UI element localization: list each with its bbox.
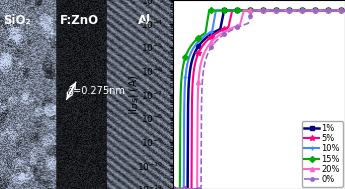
5% bbox=[170, 188, 175, 189]
10% bbox=[227, 9, 231, 12]
1% bbox=[279, 9, 284, 12]
15% bbox=[207, 9, 211, 12]
1% bbox=[227, 9, 231, 12]
5% bbox=[227, 25, 231, 27]
5% bbox=[191, 74, 195, 77]
Text: Al: Al bbox=[138, 14, 151, 27]
15% bbox=[279, 9, 284, 12]
15% bbox=[343, 9, 345, 12]
15% bbox=[170, 188, 175, 189]
20% bbox=[296, 9, 300, 12]
Line: 1%: 1% bbox=[170, 8, 345, 189]
0% bbox=[239, 25, 243, 27]
0% bbox=[191, 188, 195, 189]
0% bbox=[295, 9, 299, 12]
1% bbox=[295, 9, 299, 12]
15% bbox=[227, 9, 231, 12]
Line: 0%: 0% bbox=[171, 9, 345, 189]
20% bbox=[191, 188, 195, 189]
15% bbox=[239, 9, 243, 12]
10% bbox=[214, 9, 218, 12]
Text: d=0.275nm: d=0.275nm bbox=[68, 86, 126, 96]
Text: SiO₂: SiO₂ bbox=[3, 14, 31, 27]
0% bbox=[343, 9, 345, 12]
10% bbox=[295, 9, 299, 12]
20% bbox=[279, 9, 284, 12]
15% bbox=[191, 42, 195, 44]
1% bbox=[239, 9, 243, 12]
0% bbox=[250, 9, 254, 12]
20% bbox=[295, 9, 299, 12]
Line: 20%: 20% bbox=[170, 8, 345, 189]
5% bbox=[279, 9, 284, 12]
1% bbox=[191, 55, 195, 58]
1% bbox=[170, 188, 175, 189]
Line: 10%: 10% bbox=[170, 8, 345, 189]
5% bbox=[230, 9, 235, 12]
Legend: 1%, 5%, 10%, 15%, 20%, 0%: 1%, 5%, 10%, 15%, 20%, 0% bbox=[302, 121, 343, 187]
20% bbox=[170, 188, 175, 189]
0% bbox=[170, 188, 175, 189]
1% bbox=[222, 9, 226, 12]
Line: 5%: 5% bbox=[170, 8, 345, 189]
10% bbox=[296, 9, 300, 12]
20% bbox=[343, 9, 345, 12]
Line: 15%: 15% bbox=[170, 8, 345, 189]
1% bbox=[343, 9, 345, 12]
15% bbox=[295, 9, 299, 12]
10% bbox=[170, 188, 175, 189]
Y-axis label: |I$_{DS}$| (A): |I$_{DS}$| (A) bbox=[127, 74, 141, 115]
5% bbox=[296, 9, 300, 12]
10% bbox=[239, 9, 243, 12]
20% bbox=[239, 21, 243, 23]
Text: F:ZnO: F:ZnO bbox=[60, 14, 99, 27]
1% bbox=[296, 9, 300, 12]
15% bbox=[296, 9, 300, 12]
5% bbox=[295, 9, 299, 12]
10% bbox=[279, 9, 284, 12]
5% bbox=[239, 9, 243, 12]
10% bbox=[191, 47, 195, 50]
10% bbox=[343, 9, 345, 12]
0% bbox=[227, 30, 231, 33]
5% bbox=[343, 9, 345, 12]
20% bbox=[242, 9, 246, 12]
0% bbox=[279, 9, 284, 12]
0% bbox=[296, 9, 300, 12]
20% bbox=[227, 29, 231, 31]
